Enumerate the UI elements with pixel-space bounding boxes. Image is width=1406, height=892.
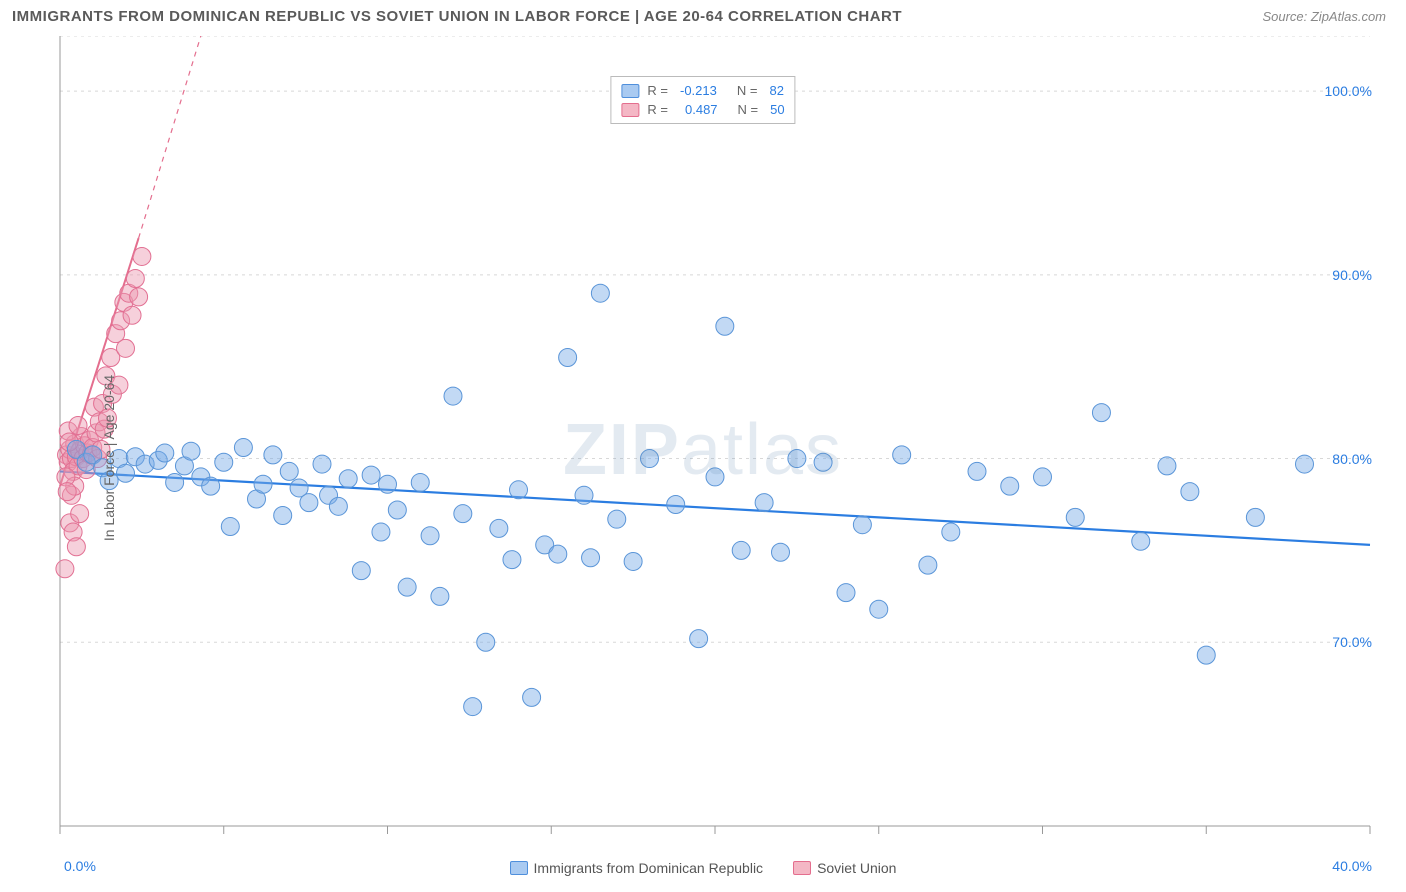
r-value: 0.487 bbox=[685, 102, 718, 117]
source-label: Source: ZipAtlas.com bbox=[1262, 9, 1386, 24]
n-value: 82 bbox=[769, 83, 783, 98]
y-tick-label: 100.0% bbox=[1325, 83, 1372, 99]
legend-item: Immigrants from Dominican Republic bbox=[510, 860, 764, 876]
n-value: 50 bbox=[770, 102, 784, 117]
correlation-legend: R = -0.213 N = 82 R = 0.487 N = 50 bbox=[610, 76, 795, 124]
n-label: N = bbox=[738, 102, 759, 117]
legend-label: Immigrants from Dominican Republic bbox=[534, 860, 764, 876]
series-legend: Immigrants from Dominican Republic Sovie… bbox=[12, 860, 1394, 876]
chart-title: IMMIGRANTS FROM DOMINICAN REPUBLIC VS SO… bbox=[12, 8, 902, 25]
legend-row: R = 0.487 N = 50 bbox=[621, 100, 784, 119]
legend-swatch-pink bbox=[621, 103, 639, 117]
legend-item: Soviet Union bbox=[793, 860, 896, 876]
legend-swatch-blue bbox=[621, 84, 639, 98]
legend-row: R = -0.213 N = 82 bbox=[621, 81, 784, 100]
y-axis-label: In Labor Force | Age 20-64 bbox=[101, 375, 117, 541]
r-label: R = bbox=[647, 102, 668, 117]
legend-swatch-pink bbox=[793, 861, 811, 875]
r-value: -0.213 bbox=[680, 83, 717, 98]
y-tick-label: 90.0% bbox=[1332, 267, 1372, 283]
chart-area: ZIPatlas In Labor Force | Age 20-64 R = … bbox=[12, 36, 1394, 880]
y-tick-label: 80.0% bbox=[1332, 451, 1372, 467]
r-label: R = bbox=[647, 83, 668, 98]
legend-label: Soviet Union bbox=[817, 860, 896, 876]
legend-swatch-blue bbox=[510, 861, 528, 875]
scatter-chart bbox=[12, 36, 1394, 880]
y-tick-label: 70.0% bbox=[1332, 634, 1372, 650]
n-label: N = bbox=[737, 83, 758, 98]
